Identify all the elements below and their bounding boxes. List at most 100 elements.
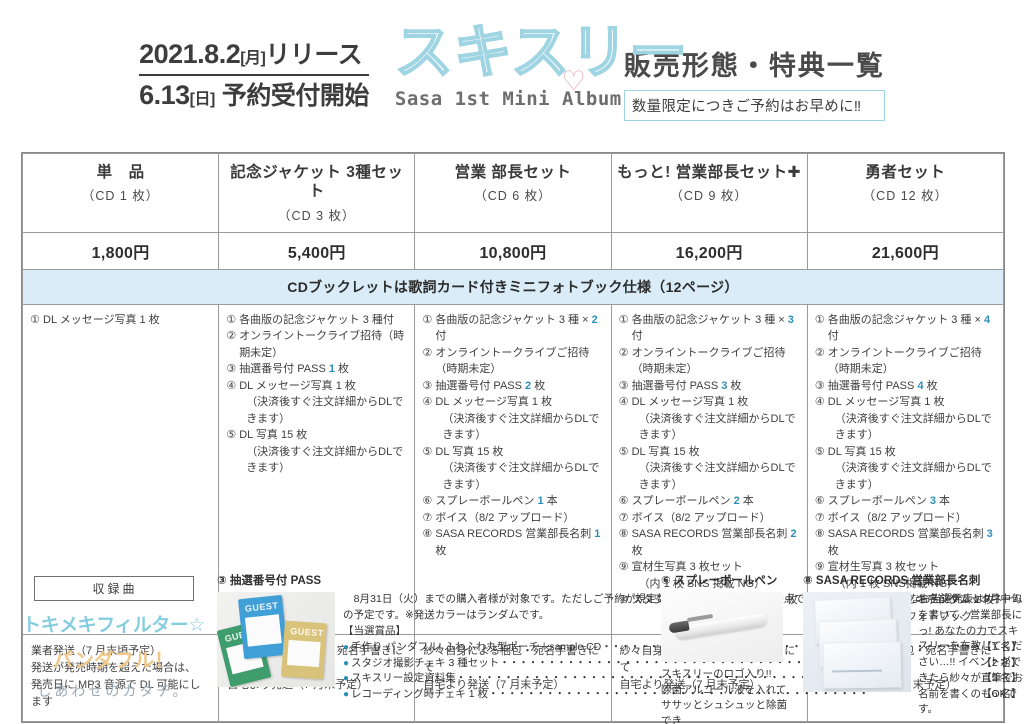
business-card-photo [803, 592, 911, 692]
benefit-text: オンライントークライブご招待（時期未定） [631, 346, 786, 376]
benefit-subnote: （決済後すぐ注文詳細からDLできます） [834, 412, 992, 442]
tracklist-label: 収録曲 [33, 576, 194, 601]
benefit-number: ③ [814, 379, 825, 392]
release-date: 2021.8.2 [139, 39, 241, 69]
benefit-number: ⑥ [814, 495, 825, 508]
benefit-item: ① 各曲版の記念ジャケット 3 種 × 4 付 [815, 312, 996, 345]
product-header-4: もっと! 営業部長セット✚ （CD 9 枚） [610, 153, 808, 233]
benefit-quantity: 4 [917, 379, 924, 392]
prize-winner-count: 【1 名】 [981, 640, 1022, 653]
shipping-info-1: 業者発送（7 月末頃予定） 発送が発売時期を超えた場合は、 発売日に MP3 音源で… [21, 634, 220, 723]
product-header-5: 勇者セット （CD 12 枚） [806, 153, 1005, 233]
benefit-subnote: （決済後すぐ注文詳細からDLできます） [834, 462, 992, 491]
benefit-item: ⑥ スプレーボールペン 3 本 [815, 493, 996, 510]
benefit-number: ① [814, 313, 825, 326]
shipping-line: 自宅より発送（7 月末予定） [423, 679, 565, 692]
benefit-text: SASA RECORDS 営業部長名刺 2 枚 [631, 528, 797, 557]
benefit-number: ② [618, 346, 629, 359]
benefit-number: ⑤ [814, 445, 825, 458]
benefit-quantity: 3 [787, 313, 794, 326]
leader-dots: ・・・・・・・・・・・・・・・・・・・・・・・・・・・・・・・・・・・・・・・・ [455, 672, 837, 685]
benefit-number: ⑧ [814, 528, 825, 541]
product-price-5: 21,600円 [806, 231, 1005, 270]
benefit-text: 各曲版の記念ジャケット 3 種 × 3 付 [631, 313, 794, 343]
product-header-3: 営業 部長セット （CD 6 枚） [414, 153, 612, 233]
table-header-row: 単 品 （CD 1 枚） 記念ジャケット 3種セット （CD 3 枚） 営業 部長セット… [21, 153, 1005, 233]
benefit-number: ⑤ [422, 445, 433, 458]
benefit-item: ⑤ DL 写真 15 枚 [422, 444, 603, 461]
benefit-text: スプレーボールペン 3 本 [827, 495, 950, 508]
preorder-day: [日] [189, 90, 216, 108]
prize-name: スタジオ撮影チェキ 3 種セット [351, 656, 500, 669]
benefit-number: ⑥ [422, 495, 433, 508]
benefit-subnote: （決済後すぐ注文詳細からDLできます） [246, 396, 404, 425]
product-price-3: 10,800円 [414, 231, 612, 270]
benefit-number: ④ [422, 396, 433, 409]
benefit-text: DL メッセージ写真 1 枚 [239, 379, 356, 392]
benefit-quantity: 2 [591, 313, 598, 326]
preorder-label: 予約受付開始 [221, 81, 370, 110]
benefit-text: SASA RECORDS 営業部長名刺 3 枚 [827, 528, 993, 557]
page-header: 2021.8.2[月]リリース 6.13[日] 予約受付開始 スキスリー ♡ S… [0, 22, 1024, 144]
release-day: [月] [240, 50, 266, 67]
bullet-icon: ● [343, 641, 350, 653]
benefit-list-3: ① 各曲版の記念ジャケット 3 種 × 2 付 ② オンライントークライブご招待（時期… [414, 303, 612, 636]
product-disc-count: （CD 1 枚） [81, 189, 160, 204]
benefit-item: ⑦ ボイス（8/2 アップロード） [815, 510, 996, 527]
benefit-text: オンライントークライブ招待（時期未定） [239, 330, 405, 359]
album-logo: スキスリー ♡ Sasa 1st Mini Album [394, 22, 688, 110]
benefit-subnote: （内 1 枚 SNS掲載 NG） [834, 577, 959, 590]
bullet-icon: ● [343, 673, 350, 685]
benefit-quantity: 2 [733, 495, 740, 508]
benefit-text: DL 写真 15 枚 [631, 445, 700, 458]
benefit-number: ② [422, 346, 433, 359]
product-name: もっと! 営業部長セット✚ [617, 164, 802, 181]
benefit-number: ⑧ [422, 528, 433, 541]
prize-item: ● スタジオ撮影チェキ 3 種セット ・・・・・・・・・・・・・・・・・・・・・・・… [343, 656, 1022, 672]
benefit-item: ① 各曲版の記念ジャケット 3 種付 [226, 312, 407, 329]
benefit-item: ② オンライントークライブご招待（時期未定） [619, 345, 800, 378]
benefit-number: ⑩ [618, 594, 629, 607]
benefit-number: ① [618, 313, 629, 326]
prize-name: レコーディング時チェキ 1 枚 [351, 688, 488, 701]
limited-quantity-note: 数量限定につきご予約はお早めに‼ [623, 90, 885, 121]
pass-detail-section: ③ 抽選番号付 PASS GUEST GUEST GUEST 8月31日（火）ま… [217, 572, 1022, 703]
benefit-item: ⑤ DL 写真 15 枚 [619, 444, 800, 461]
benefit-number: ⑧ [618, 528, 629, 541]
bullet-icon: ● [343, 657, 350, 669]
benefit-number: ⑤ [618, 445, 629, 458]
benefit-list-2: ① 各曲版の記念ジャケット 3 種付 ② オンライントークライブ招待（時期未定） ③ 抽選… [218, 303, 416, 636]
pen-detail-section: ⑥ スプレーボールペン スキスリーのロゴ入り!! 除菌アルコール液を入れて ササ… [661, 572, 791, 724]
benefit-text: 各曲版の記念ジャケット 3 種 × 4 付 [827, 313, 991, 343]
price-value: 21,600円 [871, 244, 939, 262]
leader-dots: ・・・・・・・・・・・・・・・・・・・・・・・・・・・・・・・・・・・・・・・・ [499, 656, 880, 669]
track-3-title: しあわせのカタチ。 [37, 683, 190, 699]
benefit-number: ⑦ [422, 511, 433, 524]
business-card-item [822, 641, 902, 689]
benefit-text: 各曲版の記念ジャケット 3 種付 [239, 313, 394, 326]
benefit-text: 宣材生写真 3 枚セット [827, 561, 939, 574]
benefit-number: ⑦ [618, 511, 629, 524]
benefit-text: 抽選番号付 PASS 2 枚 [435, 379, 546, 392]
benefit-subnote: （決済後すぐ注文詳細からDLできます） [638, 412, 796, 442]
benefit-text: DL 写真 15 枚 [239, 429, 308, 442]
benefit-quantity: 2 [525, 379, 532, 392]
benefit-item: ② オンライントークライブ招待（時期未定） [226, 328, 407, 361]
benefit-number: ④ [618, 396, 629, 409]
guest-card-blue: GUEST [237, 594, 289, 660]
prize-name: スキスリー設定資料集 [351, 672, 456, 685]
benefit-subnote: （決済後すぐ注文詳細からDLできます） [638, 462, 796, 491]
header-right: 販売形態・特典一覧 数量限定につきご予約はお早めに‼ [623, 44, 885, 121]
leader-dots: ・・・・・・・・・・・・・・・・・・・・・・・・・・・・・・・・・・・・・・・・ [488, 688, 869, 701]
product-disc-count: （CD 9 枚） [670, 189, 748, 204]
tracklist: 収録曲 トキメキフィルター☆ パンダフル！ しあわせのカタチ。 [21, 576, 206, 701]
prize-winner-count: 【2 名】 [981, 656, 1022, 669]
product-disc-count: （CD 6 枚） [474, 189, 552, 204]
benefit-item: ⑤ DL 写真 15 枚 [815, 444, 996, 461]
shipping-line: 紗々自身による梱包・宛名手書きにて [423, 645, 600, 675]
benefit-number: ③ [618, 379, 629, 392]
benefit-item: ① 各曲版の記念ジャケット 3 種 × 3 付 [619, 312, 800, 345]
benefit-quantity: 1 [328, 363, 335, 376]
pen-photo [661, 592, 783, 662]
